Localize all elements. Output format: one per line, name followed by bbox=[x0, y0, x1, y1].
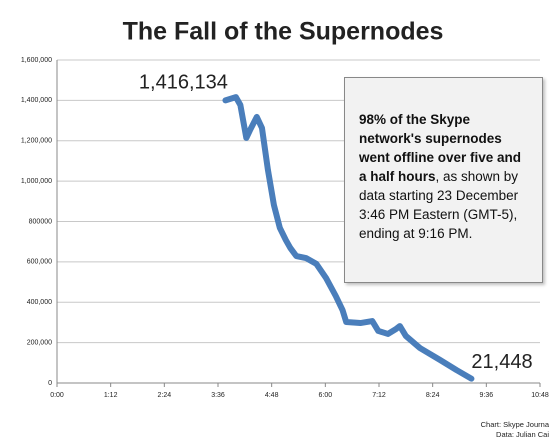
data-line bbox=[222, 94, 475, 382]
x-tick-label: 1:12 bbox=[104, 392, 118, 399]
x-tick-label: 3:36 bbox=[211, 392, 225, 399]
y-tick-label: 1,200,000 bbox=[21, 138, 52, 145]
x-tick-label: 2:24 bbox=[158, 392, 172, 399]
x-tick-label: 4:48 bbox=[265, 392, 279, 399]
annotation-bold: 98% of the Skype network's supernodes we… bbox=[359, 112, 522, 184]
y-tick-label: 0 bbox=[48, 380, 52, 387]
y-tick-label: 1,000,000 bbox=[21, 178, 52, 185]
y-tick-label: 200,000 bbox=[27, 339, 52, 346]
x-tick-label: 7:12 bbox=[372, 392, 386, 399]
x-tick-label: 10:48 bbox=[531, 392, 549, 399]
data-label: 21,448 bbox=[471, 351, 532, 373]
y-tick-label: 800000 bbox=[29, 218, 52, 225]
y-tick-label: 1,400,000 bbox=[21, 97, 52, 104]
annotation-text: , as shown by data starting 23 December … bbox=[359, 169, 519, 241]
x-tick-label: 8:24 bbox=[426, 392, 440, 399]
annotation-box: 98% of the Skype network's supernodes we… bbox=[344, 77, 543, 283]
data-label: 1,416,134 bbox=[139, 71, 228, 93]
y-tick-label: 1,600,000 bbox=[21, 57, 52, 64]
y-tick-label: 600,000 bbox=[27, 259, 52, 266]
x-tick-label: 6:00 bbox=[319, 392, 333, 399]
x-tick-label: 9:36 bbox=[480, 392, 494, 399]
footer: Data: Julian Cai bbox=[496, 430, 549, 439]
x-tick-label: 0:00 bbox=[50, 392, 64, 399]
chart-title: The Fall of the Supernodes bbox=[123, 18, 444, 46]
y-tick-label: 400,000 bbox=[27, 299, 52, 306]
footer: Chart: Skype Journa bbox=[481, 420, 549, 429]
